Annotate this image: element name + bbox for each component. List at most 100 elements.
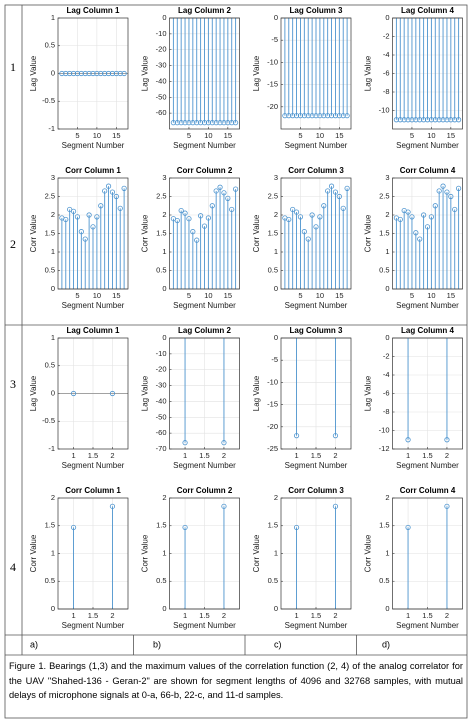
y-axis-label: Lag Value <box>252 55 261 91</box>
x-tick-label: 5 <box>187 131 191 140</box>
stem-marker <box>86 70 92 77</box>
y-tick-label: 2 <box>51 493 55 502</box>
stem-marker <box>63 216 69 223</box>
y-tick-label: 0 <box>51 604 55 613</box>
stem-marker <box>301 113 307 119</box>
stem-marker <box>221 503 227 509</box>
y-tick-label: 3 <box>274 173 278 182</box>
y-tick-label: 1.5 <box>45 521 55 530</box>
chart-title: Lag Column 2 <box>178 326 231 335</box>
axes-box <box>57 17 129 130</box>
stem-marker <box>198 213 204 219</box>
stem-marker <box>340 113 346 119</box>
y-tick-label: -0.5 <box>42 416 55 425</box>
stem-marker <box>70 208 77 214</box>
stem-marker <box>444 437 450 443</box>
x-tick-label: 1.5 <box>422 451 432 460</box>
stem-marker <box>444 117 450 123</box>
y-tick-label: -20 <box>267 422 278 431</box>
stem-marker <box>225 195 231 201</box>
stem-marker <box>297 214 304 220</box>
stem-marker <box>90 70 96 77</box>
x-tick-label: 2 <box>333 611 337 620</box>
stem-marker <box>313 224 319 230</box>
y-tick-label: -20 <box>156 365 167 374</box>
y-tick-label: -50 <box>156 412 167 421</box>
stem-marker <box>198 120 204 126</box>
y-axis-label: Corr Value <box>364 214 373 252</box>
chart: -25 -20 -15 -10 -5 0 1 1.5 2 Lag Column 3 Segment … <box>252 326 352 470</box>
stem-marker <box>186 216 192 222</box>
stem-marker <box>105 70 112 77</box>
stem-marker <box>98 203 104 209</box>
stem-marker <box>78 229 84 235</box>
y-tick-label: -10 <box>379 105 390 114</box>
stem-marker <box>201 223 208 229</box>
x-tick-label: 10 <box>316 291 324 300</box>
y-tick-label: 0 <box>274 13 278 22</box>
y-axis-label: Lag Value <box>141 375 150 411</box>
caption: Figure 1. Bearings (1,3) and the maximum… <box>9 661 463 700</box>
y-axis-label: Corr Value <box>29 534 38 572</box>
stem-marker <box>221 440 227 446</box>
y-axis-label: Lag Value <box>364 55 373 91</box>
stem-marker <box>301 229 307 235</box>
x-tick-label: 1.5 <box>88 451 98 460</box>
stem-marker <box>209 203 215 209</box>
y-axis-label: Corr Value <box>252 534 261 572</box>
y-tick-label: -15 <box>267 80 278 89</box>
y-tick-label: 2.5 <box>379 191 389 200</box>
x-axis-label: Segment Number <box>173 141 236 150</box>
y-tick-label: -50 <box>156 92 167 101</box>
y-tick-label: -4 <box>383 50 390 59</box>
stem-marker <box>90 224 96 230</box>
stem-marker <box>428 214 434 220</box>
x-axis-label: Segment Number <box>396 461 459 470</box>
chart: -70 -60 -50 -40 -30 -20 -10 0 1 1.5 2 Lag Column 2 S… <box>141 326 240 470</box>
stem-marker <box>113 70 119 77</box>
chart: 0 0.5 1 1.5 2 2.5 3 5 10 15 Corr Column 3 Segment N… <box>252 166 352 310</box>
x-tick-label: 1.5 <box>199 611 209 620</box>
y-tick-label: 3 <box>162 173 166 182</box>
stem-marker <box>413 117 419 123</box>
y-tick-label: 1.5 <box>156 228 166 237</box>
stem-marker <box>70 524 77 531</box>
stem-marker <box>190 229 196 235</box>
x-tick-label: 2 <box>445 611 449 620</box>
row-label: 2 <box>10 237 16 251</box>
x-tick-label: 15 <box>112 131 120 140</box>
chart-title: Corr Column 3 <box>288 486 344 495</box>
stem-marker <box>401 117 407 123</box>
stem-marker <box>290 113 296 119</box>
stem-marker <box>328 113 335 119</box>
stem-marker <box>102 70 108 77</box>
stem-marker <box>405 437 411 443</box>
y-axis-label: Corr Value <box>364 534 373 572</box>
stem-marker <box>452 117 458 123</box>
y-tick-label: 1 <box>162 548 166 557</box>
row-label: 3 <box>10 377 16 391</box>
column-label: c) <box>274 639 282 649</box>
stem-marker <box>282 113 288 119</box>
x-tick-label: 2 <box>222 611 226 620</box>
y-axis-label: Lag Value <box>364 375 373 411</box>
stem-marker <box>309 212 315 218</box>
y-tick-label: 1 <box>274 548 278 557</box>
stem-marker <box>182 524 188 531</box>
y-tick-label: -1 <box>48 124 55 133</box>
chart-title: Corr Column 2 <box>177 486 233 495</box>
y-tick-label: 0.5 <box>156 576 166 585</box>
stem-marker <box>393 117 399 123</box>
x-axis-label: Segment Number <box>173 301 236 310</box>
chart-title: Lag Column 1 <box>67 6 120 15</box>
chart: 0 0.5 1 1.5 2 2.5 3 5 10 15 Corr Column 2 Segment N… <box>141 166 240 310</box>
y-tick-label: 3 <box>385 173 389 182</box>
stem-marker <box>448 193 454 200</box>
table-border <box>4 4 468 719</box>
stem-marker <box>332 503 339 509</box>
axes-box <box>392 497 463 610</box>
y-tick-label: 1 <box>51 548 55 557</box>
stem-marker <box>421 117 427 123</box>
stem-marker <box>182 210 188 216</box>
axes-box <box>280 177 352 290</box>
